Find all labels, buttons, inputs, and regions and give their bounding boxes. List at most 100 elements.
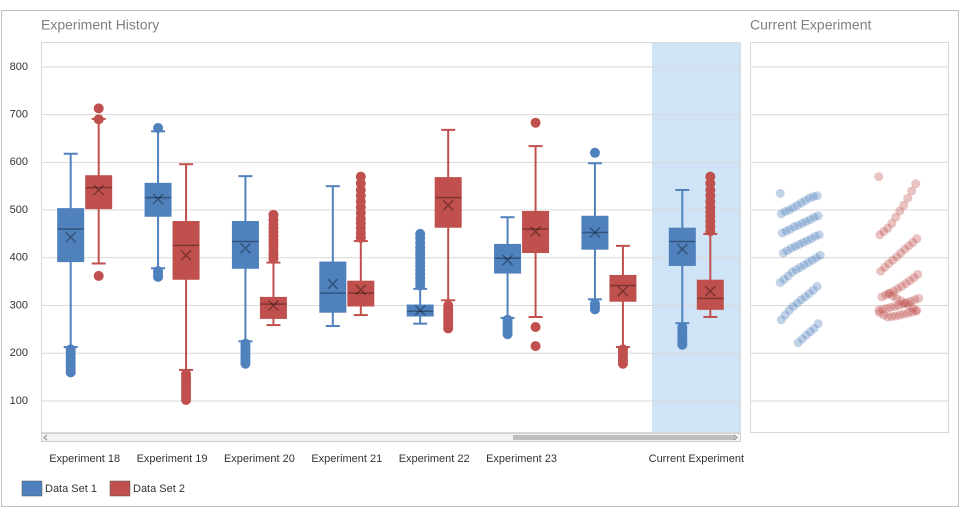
point [783,271,793,281]
point [897,281,907,291]
box-group [494,216,522,340]
box-group [319,185,347,328]
outlier [502,314,513,325]
x-tick-label: Experiment 22 [399,453,470,465]
mean-marker [502,254,514,266]
scroll-thumb[interactable] [513,435,735,440]
point [911,306,921,316]
point [892,293,902,303]
point [790,241,800,251]
point [904,241,914,251]
point [914,293,924,303]
legend-swatch [21,480,43,497]
point [775,188,785,198]
point [788,203,798,213]
point [875,308,885,318]
outlier [530,321,541,332]
box [319,261,347,313]
mean-marker [180,249,192,261]
mean-marker [327,278,339,290]
mean-marker [239,242,251,254]
point [912,305,922,315]
y-tick-label: 200 [10,347,28,359]
point [875,230,885,240]
point [781,226,791,236]
outlier [153,122,164,133]
point [797,334,807,344]
box-group [231,175,259,369]
box-group [57,152,85,378]
outlier [181,369,192,380]
y-tick-label: 800 [10,61,28,73]
outlier [355,171,366,182]
point [906,296,916,306]
y-tick-label: 300 [10,299,28,311]
mean-marker [65,231,77,243]
box-group [85,103,113,281]
scrollbar[interactable] [41,433,741,442]
point [813,211,823,221]
box [406,304,434,317]
point [785,224,795,234]
mean-marker [617,285,629,297]
outlier [93,114,104,125]
outlier [677,322,688,333]
point [801,217,811,227]
y-tick-label: 500 [10,204,28,216]
x-tick-label: Current Experiment [649,453,744,465]
point [903,308,913,318]
point [813,319,823,329]
outlier [268,209,279,220]
point [809,212,819,222]
point [797,218,807,228]
point [904,301,914,311]
point [888,291,898,301]
point [787,267,797,277]
point [796,198,806,208]
point [899,309,909,319]
y-tick-label: 600 [10,156,28,168]
point [891,311,901,321]
point [881,290,891,300]
point [800,196,810,206]
mean-marker [355,284,367,296]
point [779,274,789,284]
box [581,215,609,250]
box [57,208,85,263]
point [793,220,803,230]
point [780,206,790,216]
box-group [696,171,724,318]
point [801,330,811,340]
point [907,186,917,196]
point [883,312,893,322]
point [892,252,902,262]
point [784,205,794,215]
point [907,307,917,317]
plot: 100 200 300 400 500 600 700 800 Experiment 18 Exp… [10,61,948,497]
scroll-arrows[interactable] [43,434,738,441]
point [912,234,922,244]
point [902,298,912,308]
point [909,273,919,283]
point [810,231,820,241]
outlier [240,338,251,349]
point [880,262,890,272]
outlier [617,344,628,355]
point [879,227,889,237]
box [609,274,637,302]
point [896,296,906,306]
point [885,288,895,298]
point [884,289,894,299]
selection-highlight [652,43,740,432]
outlier [153,266,164,277]
mean-marker [93,184,105,196]
box [434,177,462,228]
box-group [172,163,200,406]
point [805,215,815,225]
box-group [347,171,375,317]
outlier [415,228,426,239]
point [795,262,805,272]
point [806,234,816,244]
point [792,298,802,308]
point [889,286,899,296]
